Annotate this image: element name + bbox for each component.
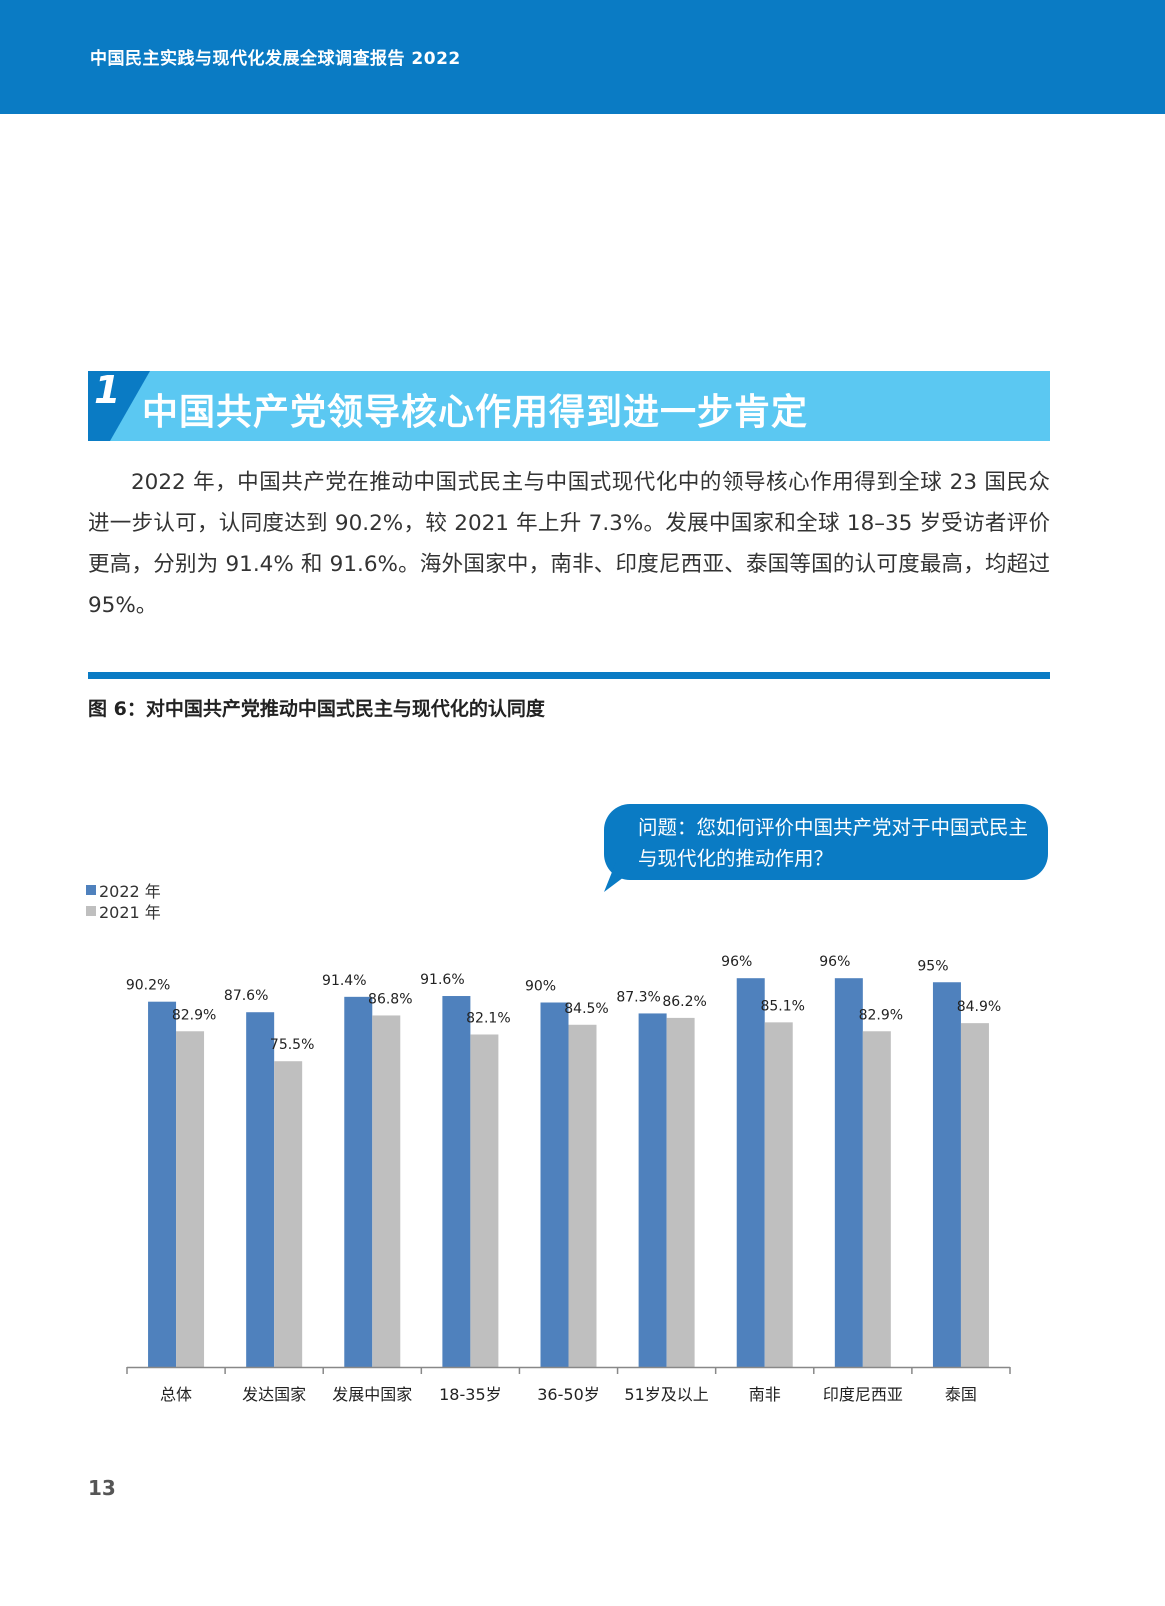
bar-2022-7 [834, 978, 863, 1367]
x-tick-label-1: 发达国家 [242, 1385, 306, 1404]
data-label-2022-0: 90.2% [126, 978, 170, 994]
bar-2021-4 [568, 1024, 597, 1367]
data-label-2022-5: 87.3% [616, 989, 660, 1005]
bar-2021-8 [960, 1023, 989, 1367]
section-number-block [88, 371, 150, 441]
section-divider [88, 672, 1050, 679]
data-label-2022-3: 91.6% [420, 972, 464, 988]
page-number: 13 [88, 1476, 116, 1500]
data-label-2021-4: 84.5% [564, 1001, 608, 1017]
bar-2022-4 [540, 1002, 569, 1367]
bar-2022-2 [344, 996, 373, 1367]
bar-2022-1 [246, 1012, 275, 1367]
bar-2022-3 [442, 996, 471, 1367]
data-label-2022-2: 91.4% [322, 973, 366, 989]
legend-label-2022: 2022 年 [99, 881, 161, 901]
question-bubble-tail [604, 862, 644, 892]
figure-caption: 图 6：对中国共产党推动中国式民主与现代化的认同度 [88, 698, 545, 720]
data-label-2021-8: 84.9% [957, 999, 1001, 1015]
data-label-2022-4: 90% [525, 979, 556, 995]
data-label-2022-8: 95% [917, 958, 948, 974]
legend-swatch-2021 [86, 905, 96, 916]
bar-2021-6 [764, 1022, 793, 1367]
x-tick-label-6: 南非 [749, 1385, 781, 1404]
bar-2021-2 [372, 1015, 401, 1367]
header-bar [0, 0, 1165, 114]
bar-2021-5 [666, 1017, 695, 1367]
bar-2021-0 [176, 1031, 205, 1367]
x-tick-label-0: 总体 [160, 1385, 192, 1404]
x-tick-label-2: 发展中国家 [332, 1385, 412, 1404]
legend-item-2021: 2021 年 [86, 900, 161, 922]
legend-label-2021: 2021 年 [99, 902, 161, 922]
legend-swatch-2022 [86, 884, 96, 895]
question-bubble [604, 804, 1048, 880]
bar-2022-0 [148, 1001, 177, 1367]
section-banner [88, 371, 1050, 441]
bar-2022-6 [736, 978, 765, 1367]
x-tick-label-8: 泰国 [945, 1385, 977, 1404]
section-number: 1 [94, 368, 121, 412]
data-label-2022-6: 96% [721, 954, 752, 970]
bar-2021-3 [470, 1034, 499, 1367]
question-text: 问题：您如何评价中国共产党对于中国式民主与现代化的推动作用？ [638, 816, 1029, 870]
chart-legend: 2022 年 2021 年 [86, 879, 161, 922]
data-label-2021-7: 82.9% [859, 1007, 903, 1023]
data-label-2021-3: 82.1% [466, 1010, 510, 1026]
data-label-2021-0: 82.9% [172, 1007, 216, 1023]
bar-2021-1 [274, 1061, 303, 1367]
legend-item-2022: 2022 年 [86, 879, 161, 901]
x-tick-label-4: 36-50岁 [537, 1385, 600, 1404]
body-paragraph: 2022 年，中国共产党在推动中国式民主与中国式现代化中的领导核心作用得到全球 … [88, 470, 1050, 618]
x-tick-label-7: 印度尼西亚 [823, 1385, 903, 1404]
report-title: 中国民主实践与现代化发展全球调查报告 2022 [90, 49, 461, 69]
x-tick-label-3: 18-35岁 [439, 1385, 502, 1404]
data-label-2022-1: 87.6% [224, 988, 268, 1004]
data-label-2021-2: 86.8% [368, 991, 412, 1007]
bar-chart: 90.2%82.9%总体87.6%75.5%发达国家91.4%86.8%发展中国… [126, 954, 1011, 1404]
bar-2022-8 [932, 982, 961, 1367]
x-tick-label-5: 51岁及以上 [624, 1385, 708, 1404]
data-label-2021-5: 86.2% [662, 994, 706, 1010]
bar-2021-7 [862, 1031, 891, 1367]
data-label-2021-1: 75.5% [270, 1037, 314, 1053]
bar-2022-5 [638, 1013, 667, 1367]
section-title: 中国共产党领导核心作用得到进一步肯定 [142, 392, 809, 433]
data-label-2021-6: 85.1% [760, 998, 804, 1014]
data-label-2022-7: 96% [819, 954, 850, 970]
